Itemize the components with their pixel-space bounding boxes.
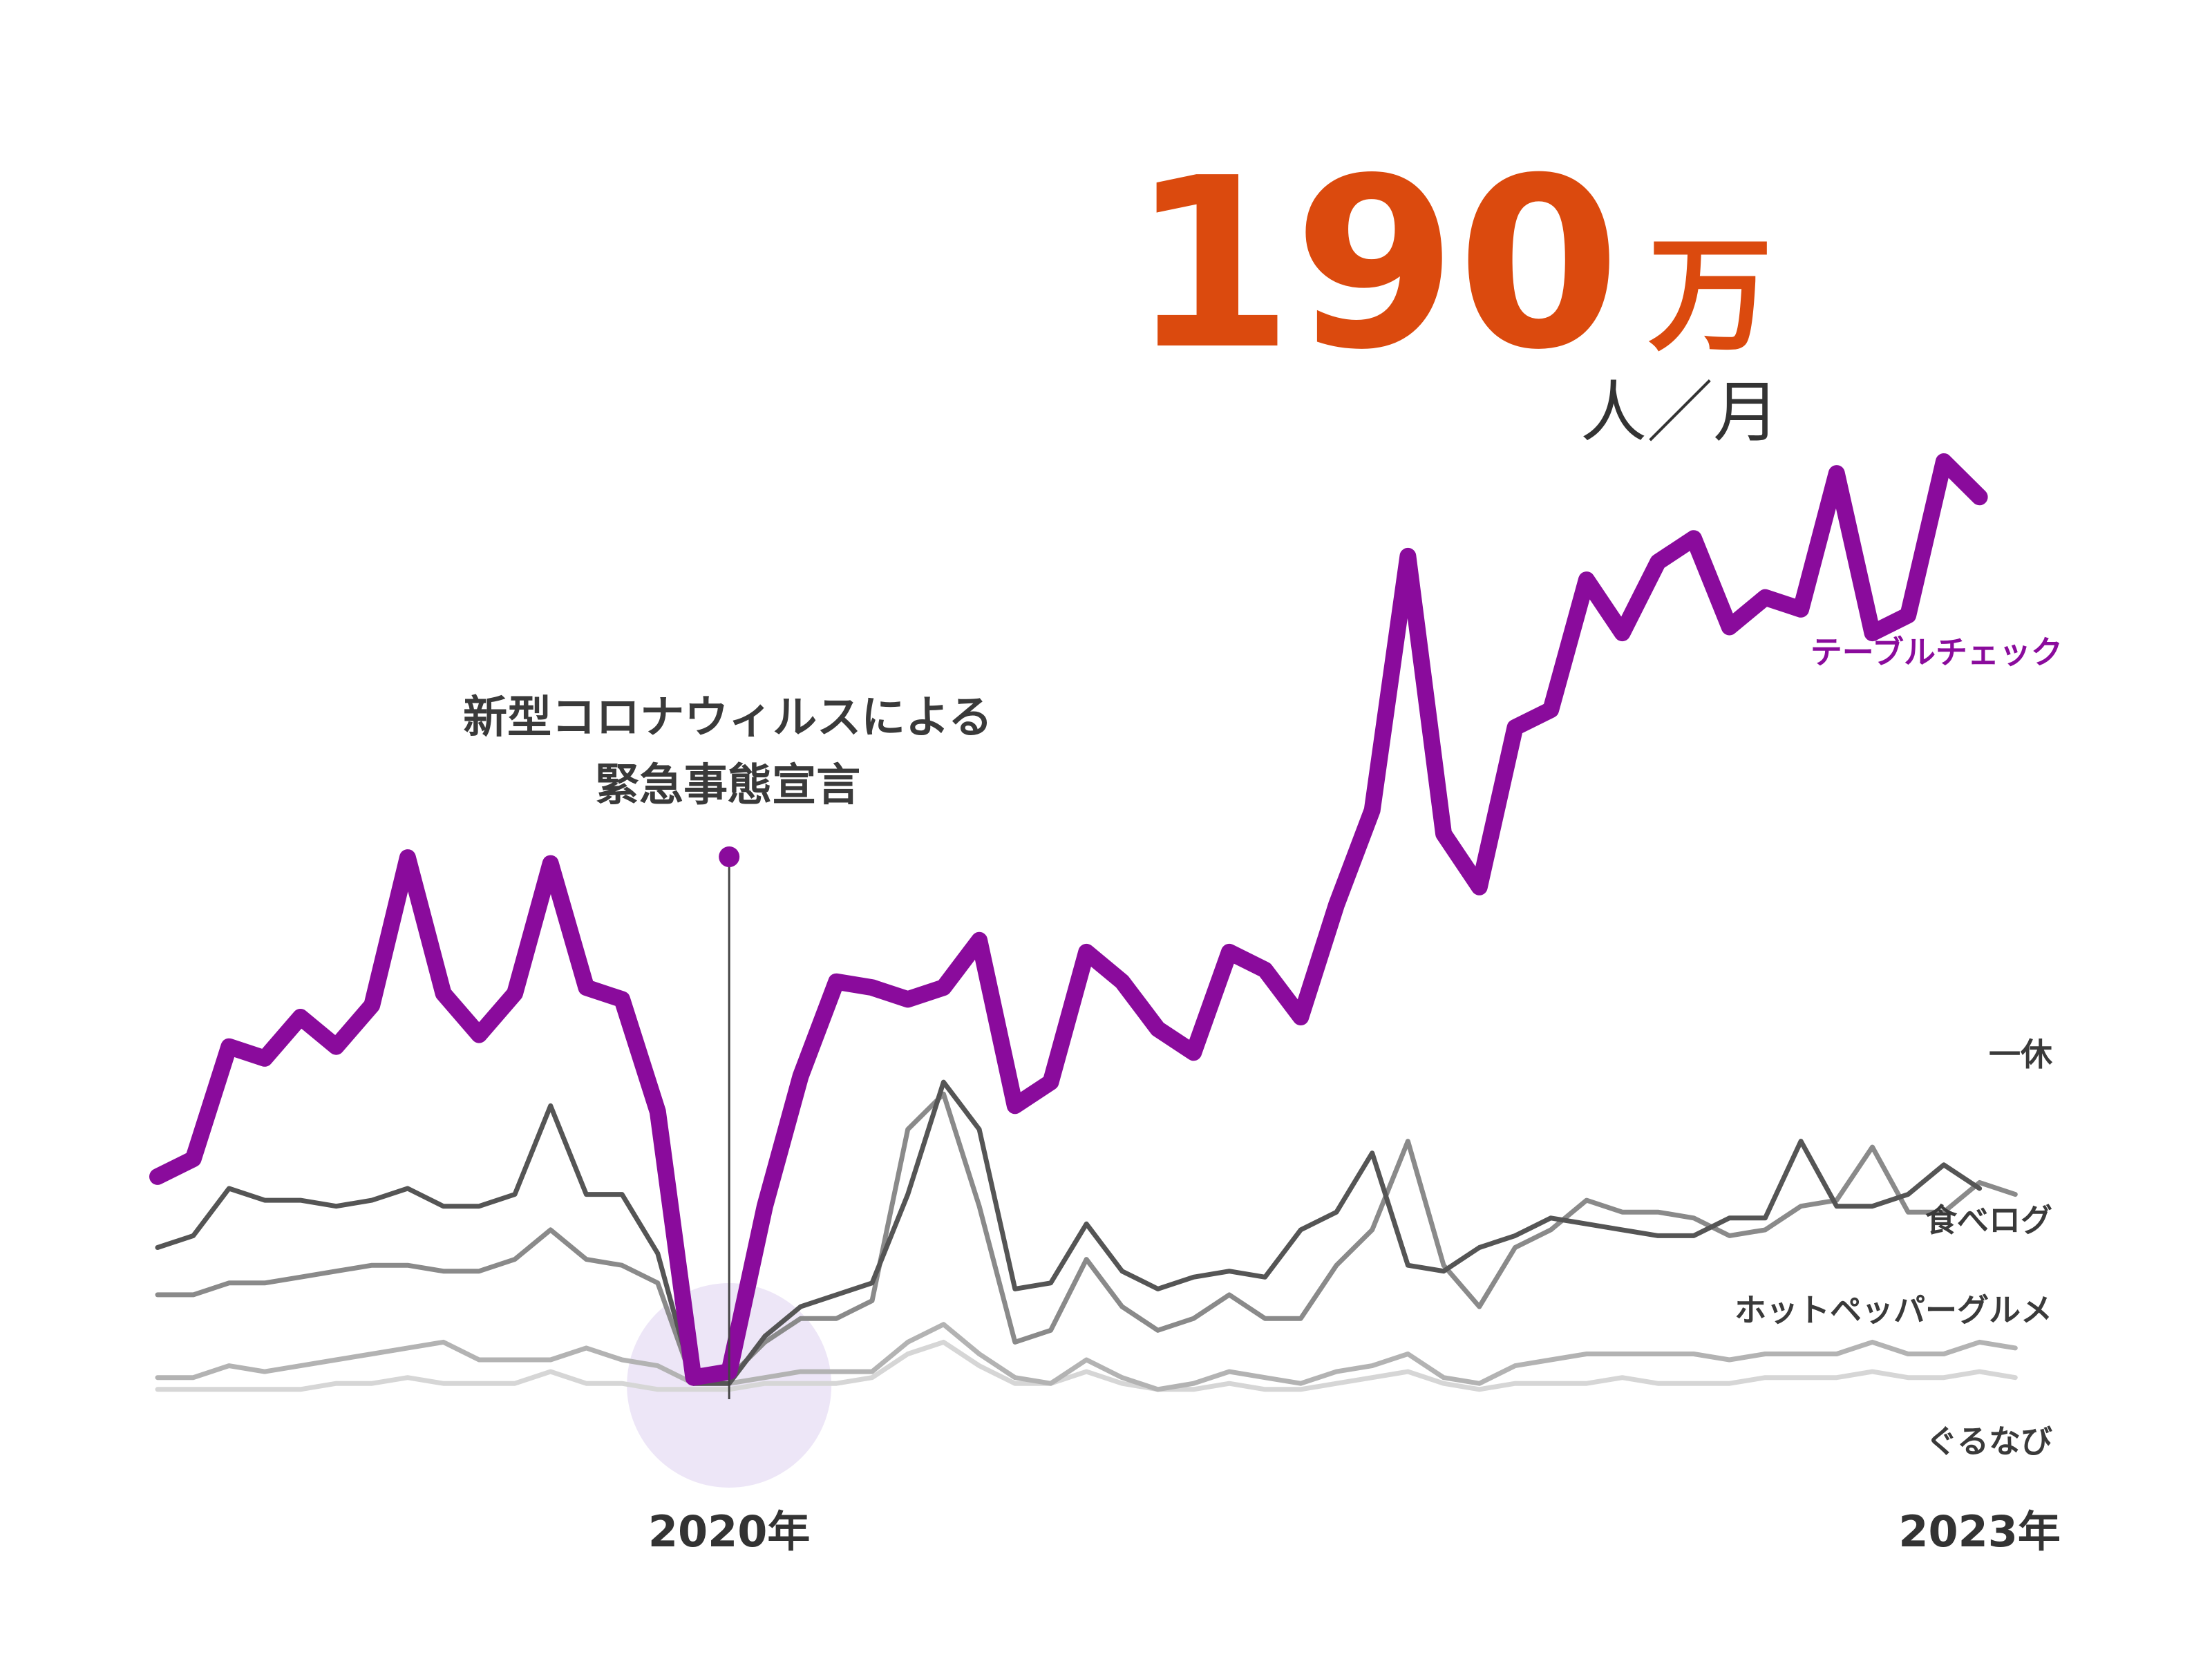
headline-unit: 万	[1648, 224, 1773, 368]
headline-value: 190	[1130, 128, 1620, 401]
x-tick-label: 2020年	[648, 1506, 811, 1557]
series-line-1	[155, 1079, 1983, 1386]
series-line-2	[155, 1091, 2018, 1386]
series-layer	[149, 453, 2018, 1392]
series-label-ikyu: 一休	[1989, 1036, 2053, 1073]
series-label-gurunavi: ぐるなび	[1926, 1423, 2052, 1460]
series-line-3	[155, 1322, 2018, 1392]
series-line-0	[149, 453, 1988, 1386]
series-label-hotpepper: ホットペッパーグルメ	[1734, 1291, 2052, 1329]
series-line-4	[155, 1339, 2018, 1392]
headline-per-month: 人／月	[1580, 374, 1779, 451]
annotation-text-line-1: 新型コロナウィルスによる	[463, 692, 992, 743]
series-label-tabelog: 食べログ	[1925, 1202, 2052, 1239]
annotation-text-line-2: 緊急事態宣言	[595, 760, 860, 811]
x-tick-label: 2023年	[1898, 1506, 2061, 1557]
annotation-marker-dot	[719, 846, 740, 867]
series-label-tablecheck: テーブルチェック	[1811, 634, 2063, 671]
